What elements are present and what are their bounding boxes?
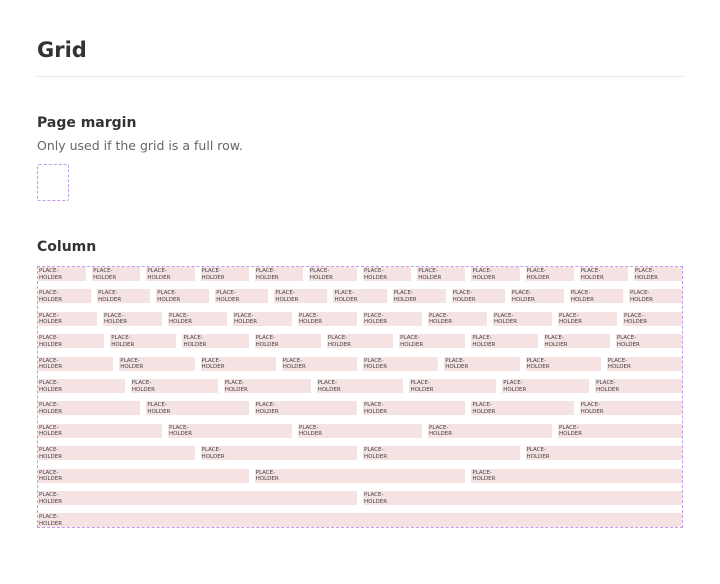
placeholder-cell: PLACE- HOLDER	[615, 334, 682, 349]
grid-row: PLACE- HOLDER PLACE- HOLDER PLACE- HOLDER P…	[38, 356, 682, 371]
placeholder-cell: PLACE- HOLDER	[200, 446, 357, 461]
grid-row: PLACE- HOLDER PLACE- HOLDER PLACE- HOLDER P…	[38, 423, 682, 438]
grid-row: PLACE- HOLDER PLACE- HOLDER PLACE- HOLDER P…	[38, 401, 682, 416]
placeholder-cell: PLACE- HOLDER	[254, 334, 321, 349]
placeholder-cell: PLACE- HOLDER	[451, 289, 505, 304]
placeholder-cell: PLACE- HOLDER	[38, 423, 162, 438]
margin-box	[37, 164, 69, 201]
placeholder-cell: PLACE- HOLDER	[308, 267, 358, 281]
placeholder-cell: PLACE- HOLDER	[38, 334, 105, 349]
grid-row: PLACE- HOLDER PLACE- HOLDER PLACE- HOLDER P…	[38, 289, 683, 304]
placeholder-cell: PLACE- HOLDER	[38, 468, 249, 483]
placeholder-cell: PLACE- HOLDER	[471, 334, 538, 349]
placeholder-cell: PLACE- HOLDER	[428, 311, 487, 326]
placeholder-cell: PLACE- HOLDER	[97, 289, 151, 304]
placeholder-cell: PLACE- HOLDER	[254, 468, 466, 483]
grid-row: PLACE- HOLDER PLACE- HOLDER PLACE- HOLDER P…	[38, 267, 683, 281]
placeholder-cell: PLACE- HOLDER	[38, 491, 357, 505]
placeholder-cell: PLACE- HOLDER	[525, 267, 574, 281]
placeholder-cell: PLACE- HOLDER	[558, 423, 682, 438]
placeholder-cell: PLACE- HOLDER	[38, 513, 682, 528]
placeholder-cell: PLACE- HOLDER	[525, 446, 682, 461]
placeholder-cell: PLACE- HOLDER	[274, 289, 328, 304]
placeholder-cell: PLACE- HOLDER	[628, 289, 683, 304]
placeholder-cell: PLACE- HOLDER	[38, 446, 195, 461]
column-grid: PLACE- HOLDER PLACE- HOLDER PLACE- HOLDER P…	[37, 266, 683, 528]
placeholder-cell: PLACE- HOLDER	[38, 401, 141, 416]
placeholder-cell: PLACE- HOLDER	[595, 379, 683, 393]
placeholder-cell: PLACE- HOLDER	[333, 289, 387, 304]
placeholder-cell: PLACE- HOLDER	[38, 311, 97, 326]
placeholder-cell: PLACE- HOLDER	[579, 267, 628, 281]
placeholder-cell: PLACE- HOLDER	[200, 267, 249, 281]
placeholder-cell: PLACE- HOLDER	[168, 311, 227, 326]
placeholder-cell: PLACE- HOLDER	[92, 267, 141, 281]
placeholder-cell: PLACE- HOLDER	[569, 289, 623, 304]
page-title: Grid	[37, 38, 87, 62]
grid-row: PLACE- HOLDER PLACE- HOLDER PLACE- HOLDER P…	[38, 311, 682, 326]
placeholder-cell: PLACE- HOLDER	[392, 289, 446, 304]
placeholder-cell: PLACE- HOLDER	[168, 423, 292, 438]
placeholder-cell: PLACE- HOLDER	[281, 356, 357, 371]
placeholder-cell: PLACE- HOLDER	[38, 356, 114, 371]
placeholder-cell: PLACE- HOLDER	[417, 267, 466, 281]
placeholder-cell: PLACE- HOLDER	[363, 446, 520, 461]
placeholder-cell: PLACE- HOLDER	[428, 423, 552, 438]
description: Only used if the grid is a full row.	[37, 138, 243, 153]
section-title: Column	[37, 239, 97, 255]
grid-row: PLACE- HOLDER PLACE- HOLDER PLACE- HOLDER P…	[38, 334, 682, 349]
placeholder-cell: PLACE- HOLDER	[119, 356, 195, 371]
placeholder-cell: PLACE- HOLDER	[633, 267, 683, 281]
placeholder-cell: PLACE- HOLDER	[471, 267, 520, 281]
section-title: Page margin	[37, 115, 137, 131]
grid-row: PLACE- HOLDER PLACE- HOLDER PLACE- HOLDER P…	[38, 446, 682, 461]
placeholder-cell: PLACE- HOLDER	[362, 401, 466, 416]
placeholder-cell: PLACE- HOLDER	[471, 468, 683, 483]
placeholder-cell: PLACE- HOLDER	[363, 311, 422, 326]
placeholder-cell: PLACE- HOLDER	[326, 334, 394, 349]
placeholder-cell: PLACE- HOLDER	[38, 267, 87, 281]
placeholder-cell: PLACE- HOLDER	[146, 267, 195, 281]
placeholder-cell: PLACE- HOLDER	[543, 334, 610, 349]
placeholder-cell: PLACE- HOLDER	[182, 334, 249, 349]
placeholder-cell: PLACE- HOLDER	[579, 401, 682, 416]
divider	[37, 76, 683, 77]
placeholder-cell: PLACE- HOLDER	[298, 423, 422, 438]
placeholder-cell: PLACE- HOLDER	[38, 289, 92, 304]
placeholder-cell: PLACE- HOLDER	[493, 311, 552, 326]
placeholder-cell: PLACE- HOLDER	[606, 356, 682, 371]
placeholder-cell: PLACE- HOLDER	[146, 401, 249, 416]
placeholder-cell: PLACE- HOLDER	[156, 289, 210, 304]
placeholder-cell: PLACE- HOLDER	[130, 379, 218, 393]
placeholder-cell: PLACE- HOLDER	[409, 379, 497, 393]
grid-row: PLACE- HOLDER PLACE- HOLDER PLACE- HOLDER	[38, 468, 683, 483]
placeholder-cell: PLACE- HOLDER	[502, 379, 590, 393]
placeholder-cell: PLACE- HOLDER	[444, 356, 520, 371]
placeholder-cell: PLACE- HOLDER	[399, 334, 466, 349]
grid-row: PLACE- HOLDER PLACE- HOLDER	[38, 491, 682, 505]
placeholder-cell: PLACE- HOLDER	[233, 311, 292, 326]
placeholder-cell: PLACE- HOLDER	[471, 401, 574, 416]
placeholder-cell: PLACE- HOLDER	[363, 356, 439, 371]
placeholder-cell: PLACE- HOLDER	[38, 379, 125, 393]
placeholder-cell: PLACE- HOLDER	[623, 311, 682, 326]
placeholder-cell: PLACE- HOLDER	[363, 267, 412, 281]
grid-row: PLACE- HOLDER	[38, 513, 682, 528]
placeholder-cell: PLACE- HOLDER	[223, 379, 311, 393]
placeholder-cell: PLACE- HOLDER	[200, 356, 276, 371]
placeholder-cell: PLACE- HOLDER	[103, 311, 162, 326]
placeholder-cell: PLACE- HOLDER	[254, 401, 357, 416]
placeholder-cell: PLACE- HOLDER	[510, 289, 564, 304]
placeholder-cell: PLACE- HOLDER	[525, 356, 601, 371]
grid-row: PLACE- HOLDER PLACE- HOLDER PLACE- HOLDER P…	[38, 379, 683, 393]
placeholder-cell: PLACE- HOLDER	[110, 334, 177, 349]
placeholder-cell: PLACE- HOLDER	[298, 311, 357, 326]
placeholder-cell: PLACE- HOLDER	[363, 491, 682, 505]
placeholder-cell: PLACE- HOLDER	[215, 289, 269, 304]
placeholder-cell: PLACE- HOLDER	[558, 311, 617, 326]
placeholder-cell: PLACE- HOLDER	[254, 267, 303, 281]
placeholder-cell: PLACE- HOLDER	[316, 379, 404, 393]
